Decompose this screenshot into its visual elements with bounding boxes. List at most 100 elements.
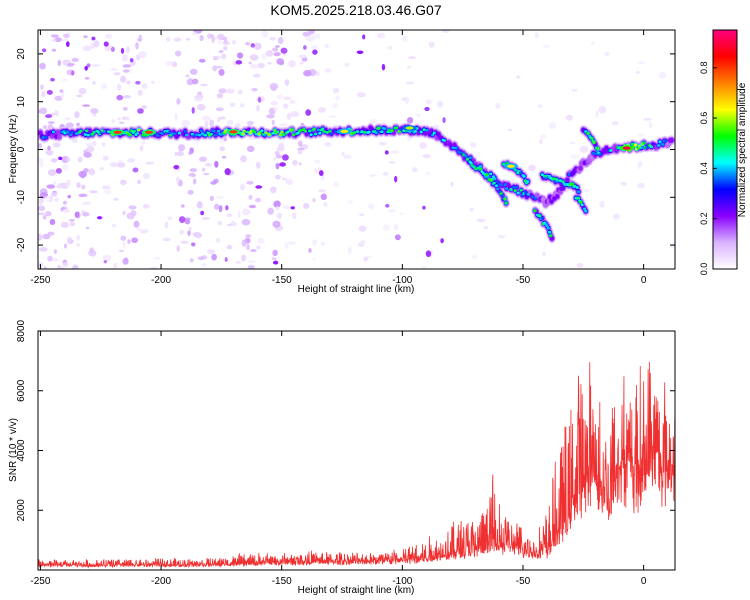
spectrogram-noise-cell: [126, 46, 130, 54]
spectrogram-noise-cell: [187, 189, 194, 195]
spectrogram-noise-cell: [47, 121, 55, 124]
spectrogram-ridge-core: [177, 131, 181, 135]
snr-x-label: Height of straight line (km): [298, 585, 415, 596]
spectrogram-noise-cell: [387, 45, 393, 51]
spectrogram-ridge-core: [630, 142, 635, 146]
spectrogram-noise-cell: [229, 102, 236, 108]
spectrogram-noise-cell: [88, 249, 97, 257]
spectrogram-ridge-core: [549, 234, 553, 238]
spectrogram-ridge-core: [545, 224, 549, 228]
spectrogram-noise-cell: [215, 237, 221, 244]
spectrogram-noise-cell: [324, 44, 329, 49]
spectrogram-noise-cell: [388, 208, 396, 214]
spectrogram-noise-cell: [269, 36, 276, 41]
spectrogram-noise-cell: [65, 122, 74, 128]
spectrogram-noise-cell: [142, 172, 151, 180]
spectrogram-noise-cell: [67, 63, 76, 66]
spectrogram-noise-cell: [287, 241, 296, 245]
spectrogram-noise-cell: [122, 241, 127, 248]
spectrogram-ridge-core: [156, 134, 160, 138]
spectrogram-noise-cell: [203, 172, 210, 176]
spectrogram-noise-cell: [62, 185, 69, 189]
spectrogram-noise-cell: [221, 53, 227, 60]
spectrogram-ridge-core: [478, 164, 483, 168]
spectrogram-ridge-core: [299, 128, 303, 132]
spectrogram-ridge-core: [575, 186, 579, 189]
spectrogram-noise-cell: [45, 211, 52, 217]
spectrogram-noise-cell: [248, 61, 252, 65]
spectrogram-noise-cell: [658, 71, 667, 79]
spectrogram-ridge-core: [468, 156, 472, 160]
colorbar-tick-label: 0.6: [699, 112, 709, 125]
spectrogram-ridge-core: [402, 129, 406, 133]
spectrogram-ridge-core: [552, 177, 556, 181]
spectrogram-ridge-core: [432, 131, 436, 135]
spectrogram-ridge-core: [518, 171, 523, 175]
spectrogram-ridge-core: [579, 200, 583, 204]
spectrogram-noise-cell: [188, 226, 192, 231]
spectrogram-noise-cell: [78, 170, 87, 178]
spectrogram-ridge-core: [490, 178, 494, 182]
spectrogram-noise-cell: [282, 205, 290, 210]
spectrogram-ridge-core: [494, 180, 499, 183]
spectrogram-noise-cell: [255, 161, 261, 169]
spectrogram-noise-cell: [207, 249, 216, 254]
spectrogram-ridge-core: [254, 132, 258, 136]
spectrogram-ridge-core: [260, 129, 264, 133]
spectrogram-hotspot-core: [340, 129, 349, 133]
spectrogram-noise-cell: [72, 264, 79, 269]
snr-x-tick-label: -100: [392, 576, 412, 587]
spectrogram-ridge-core: [106, 130, 111, 134]
spectrogram-noise-cell: [251, 87, 258, 92]
snr-x-tick-label: -200: [151, 576, 171, 587]
spectrogram-noise-cell: [598, 106, 607, 114]
spectrogram-noise-cell: [76, 122, 80, 127]
spectrogram-noise-cell: [570, 154, 580, 159]
spectrogram-noise-cell: [253, 42, 262, 50]
spectrogram-noise-cell: [50, 77, 55, 82]
spectrogram-noise-cell: [38, 247, 48, 252]
spectrogram-noise-cell: [394, 175, 398, 183]
spectrogram-ridge-core: [642, 141, 646, 145]
spectrogram-ridge-core: [216, 129, 221, 133]
spectrogram-noise-cell: [240, 155, 247, 163]
spectrogram-noise-cell: [359, 213, 365, 217]
spectrogram-noise-cell: [320, 193, 327, 201]
spectrogram-noise-cell: [135, 42, 139, 50]
spectrogram-noise-cell: [471, 254, 478, 259]
spectrogram-noise-cell: [145, 161, 154, 165]
spectrogram-noise-cell: [142, 204, 150, 209]
spectrogram-ridge-core: [570, 182, 575, 186]
spectrogram-noise-cell: [76, 234, 80, 241]
spectrogram-noise-cell: [335, 95, 340, 101]
spectrogram-noise-cell: [224, 168, 231, 176]
spectrogram-noise-cell: [82, 104, 91, 107]
spectrogram-noise-cell: [165, 60, 174, 66]
spectrogram-ridge-core: [533, 209, 537, 213]
spectrogram-ridge-core: [499, 183, 503, 187]
spectrogram-noise-cell: [102, 155, 109, 161]
spectrogram-ridge-core: [212, 129, 216, 133]
spectrogram-noise-cell: [117, 117, 121, 121]
spectrogram-noise-cell: [224, 37, 228, 44]
spectrogram-noise-cell: [92, 81, 96, 85]
spectrogram-ridge-core: [609, 149, 613, 152]
spectrogram-ridge-core: [75, 132, 79, 135]
spectrogram-ridge-core: [290, 128, 294, 132]
spectrogram-noise-cell: [58, 266, 64, 269]
spectrogram-noise-cell: [570, 141, 576, 145]
spectrogram-noise-cell: [113, 197, 119, 201]
spectrogram-noise-cell: [497, 235, 506, 239]
spectrogram-ridge-core: [515, 185, 519, 189]
spectrogram-ridge-core: [276, 130, 280, 134]
spectrogram-noise-cell: [241, 239, 247, 247]
spectrogram-noise-cell: [316, 71, 320, 77]
spectrogram-ridge-core: [594, 152, 598, 156]
spectrogram-noise-cell: [292, 159, 298, 166]
spectrogram-noise-cell: [193, 232, 203, 239]
spectrogram-noise-cell: [178, 216, 186, 223]
spectrogram-noise-cell: [283, 96, 292, 100]
spectrogram-ridge-core: [457, 150, 461, 154]
spectrogram-ridge-core: [312, 127, 316, 131]
spectrogram-noise-cell: [51, 192, 58, 197]
